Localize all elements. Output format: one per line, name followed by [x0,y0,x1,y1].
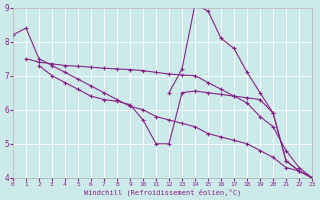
X-axis label: Windchill (Refroidissement éolien,°C): Windchill (Refroidissement éolien,°C) [84,188,241,196]
